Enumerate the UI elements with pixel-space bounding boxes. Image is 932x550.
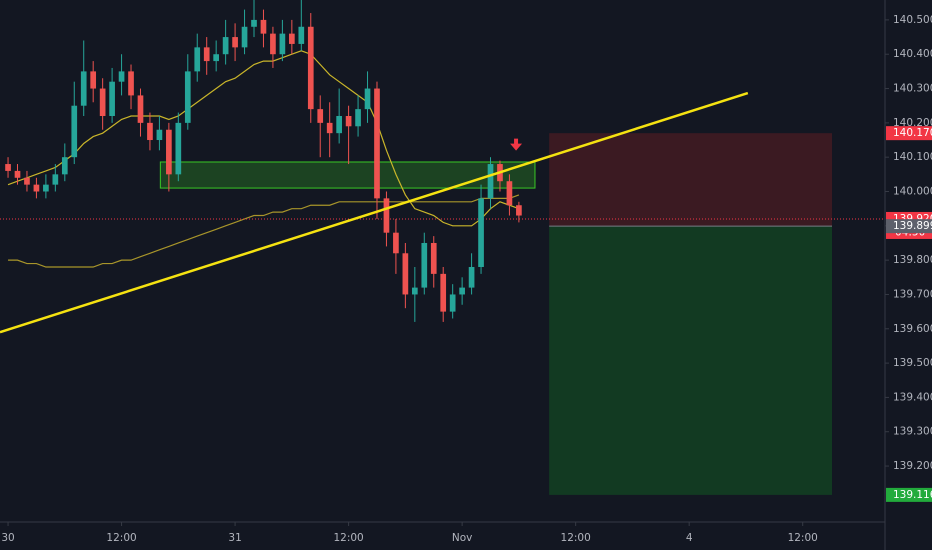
candle-body (14, 170, 21, 178)
candle-body (411, 287, 418, 295)
candle-body (326, 122, 333, 134)
y-tick-label: 140.200 (893, 117, 932, 129)
candle-body (128, 71, 134, 96)
candle-body (383, 198, 390, 233)
candle-body (90, 71, 97, 89)
candle-body (393, 232, 399, 254)
candle-body (440, 273, 447, 312)
x-tick-label: 12:00 (561, 532, 591, 544)
price-axis-bg (885, 0, 932, 550)
candle-body (24, 177, 30, 185)
candle-body (241, 26, 248, 48)
candle-body (194, 47, 201, 72)
candle-body (156, 129, 163, 141)
candle-body (506, 181, 513, 206)
candle-body (298, 26, 305, 44)
candle-body (374, 88, 380, 199)
candle-body (175, 122, 182, 175)
y-tick-label: 139.800 (893, 254, 932, 266)
candle-body (251, 19, 257, 27)
y-tick-label: 140.300 (893, 83, 932, 95)
moving-average (8, 194, 520, 268)
moving-average (7, 50, 520, 227)
x-tick-label: 12:00 (788, 532, 818, 544)
y-tick-label: 139.300 (893, 426, 932, 438)
candle-body (307, 26, 314, 110)
candle-body (52, 174, 59, 185)
price-label-bg (886, 487, 932, 502)
candle-body (364, 88, 371, 110)
candle-body (260, 19, 267, 34)
candle-body (33, 184, 40, 192)
y-tick-label: 139.400 (893, 391, 932, 403)
candle-body (468, 267, 475, 288)
candle-body (80, 71, 87, 106)
y-tick-label: 139.700 (893, 288, 932, 300)
candle-body (61, 157, 68, 175)
x-tick-label: 31 (228, 532, 241, 544)
price-label: 139.899 (893, 220, 932, 232)
candle-body (279, 33, 286, 55)
candle-body (99, 88, 106, 116)
candle-body (430, 242, 437, 274)
candle-body (118, 71, 125, 82)
y-tick-label: 139.200 (893, 460, 932, 472)
candle-body (516, 205, 522, 216)
stop-zone (549, 133, 833, 227)
price-label: 139.116 (893, 489, 932, 501)
candle-body (478, 198, 484, 268)
candle-body (166, 129, 172, 175)
candle-body (289, 33, 295, 44)
candle-body (487, 164, 494, 199)
price-label-bg (886, 219, 932, 234)
y-tick-label: 140.000 (893, 186, 932, 198)
candle-body (317, 109, 324, 123)
sell-arrow (510, 138, 523, 151)
candle-body (270, 33, 276, 55)
candle-body (213, 54, 220, 62)
candle-body (184, 71, 191, 123)
candle-body (355, 109, 361, 127)
candle-body (109, 81, 115, 116)
y-tick-label: 140.500 (893, 14, 932, 26)
candle-body (345, 116, 352, 127)
x-tick-label: 12:00 (333, 532, 363, 544)
candle-body (71, 105, 78, 158)
time-axis-bg (0, 522, 932, 550)
target-zone (549, 226, 833, 495)
y-tick-label: 139.600 (893, 323, 932, 335)
x-tick-label: 4 (686, 532, 693, 544)
candle-body (336, 116, 342, 134)
candle-body (421, 242, 428, 288)
candle-body (147, 122, 153, 141)
y-tick-label: 139.500 (893, 357, 932, 369)
trendline (0, 91, 749, 334)
candle-body (232, 37, 238, 48)
x-tick-label: Nov (452, 532, 473, 544)
support-zone (159, 161, 536, 189)
candle-body (402, 253, 409, 295)
candle-body (5, 164, 11, 171)
candle-body (449, 294, 456, 312)
candle-body (137, 95, 144, 123)
price-label: 140.170 (893, 127, 932, 139)
x-tick-label: 12:00 (106, 532, 136, 544)
x-tick-label: 30 (1, 532, 14, 544)
candle-body (222, 37, 229, 55)
y-tick-label: 140.100 (893, 151, 932, 163)
candle-body (459, 287, 465, 295)
price-label-bg (886, 126, 932, 141)
y-tick-label: 140.400 (893, 48, 932, 60)
candle-body (203, 47, 210, 62)
candle-body (43, 184, 49, 192)
